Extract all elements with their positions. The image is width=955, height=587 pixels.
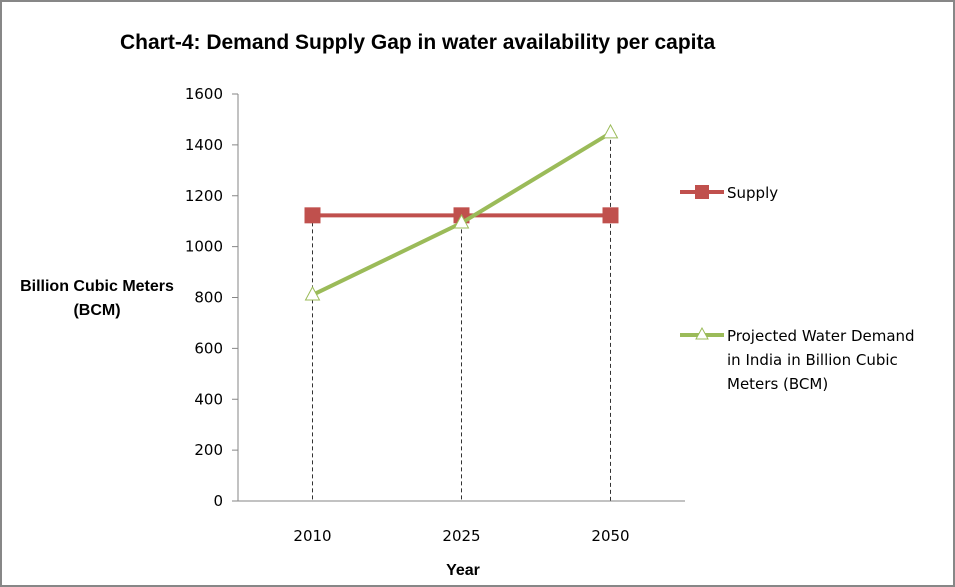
y-tick-label: 1600: [185, 85, 223, 103]
y-axis-ticks: 0 200 400 600 800 1000 1200 1400 1600: [185, 85, 238, 510]
y-tick-label: 600: [194, 339, 223, 357]
y-axis-label-line: Billion Cubic Meters: [20, 278, 174, 295]
data-point-triangle: [304, 285, 321, 301]
y-tick-label: 0: [213, 492, 223, 510]
legend-label: Supply: [727, 184, 778, 202]
data-point-triangle: [453, 213, 470, 229]
y-tick-label: 1000: [185, 238, 223, 256]
legend-label: Meters (BCM): [727, 375, 828, 393]
x-axis-ticks: 2010 2025 2050: [293, 527, 629, 545]
x-axis-label: Year: [446, 562, 480, 579]
data-point-square: [602, 207, 619, 224]
data-point-triangle: [602, 123, 619, 139]
legend-label: in India in Billion Cubic: [727, 351, 898, 369]
x-tick-label: 2025: [442, 527, 480, 545]
y-tick-label: 1400: [185, 136, 223, 154]
legend-item: Supply: [680, 184, 778, 202]
y-tick-label: 400: [194, 390, 223, 408]
axes: [232, 94, 685, 502]
y-tick-label: 800: [194, 289, 223, 307]
y-axis-label: Billion Cubic Meters (BCM): [20, 278, 174, 319]
y-axis-label-line: (BCM): [73, 302, 120, 319]
drop-lines: [312, 132, 611, 501]
y-tick-label: 1200: [185, 187, 223, 205]
legend-marker-square: [695, 185, 709, 199]
y-tick-label: 200: [194, 441, 223, 459]
data-point-square: [304, 207, 321, 224]
legend: Supply Projected Water Demand in India in …: [680, 184, 915, 393]
series-group: [304, 123, 619, 301]
chart-title: Chart-4: Demand Supply Gap in water avai…: [120, 31, 715, 54]
x-tick-label: 2010: [293, 527, 331, 545]
series-demand: [304, 123, 619, 301]
legend-label: Projected Water Demand: [727, 327, 915, 345]
legend-marker-triangle: [695, 326, 709, 340]
x-tick-label: 2050: [591, 527, 629, 545]
legend-item: Projected Water Demand in India in Billio…: [680, 326, 915, 393]
